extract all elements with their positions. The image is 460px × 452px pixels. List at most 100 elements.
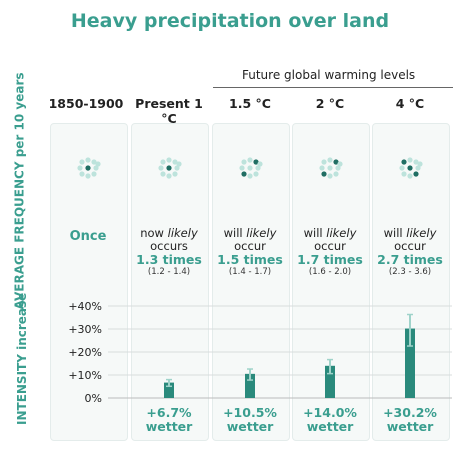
column-header-2: 2 °C — [315, 96, 345, 111]
event-dot-highlight — [241, 171, 247, 177]
wetter-value: +30.2% — [383, 405, 437, 420]
wetter-1-5: +10.5% wetter — [210, 406, 290, 434]
event-dot-highlight — [333, 159, 339, 165]
event-dot — [247, 157, 253, 163]
frequency-line2: occur — [314, 239, 346, 253]
event-dot — [79, 171, 85, 177]
wetter-value: +14.0% — [303, 405, 357, 420]
frequency-range: (1.6 - 2.0) — [308, 267, 352, 277]
wetter-word: wetter — [226, 419, 274, 434]
event-dot — [85, 173, 91, 179]
event-dot — [160, 159, 166, 165]
column-header-present: Present 1 °C — [135, 96, 203, 126]
frequency-value: 1.3 times — [136, 252, 202, 267]
frequency-line1: will likely — [303, 226, 357, 240]
event-dot — [239, 165, 245, 171]
wetter-2: +14.0% wetter — [290, 406, 370, 434]
event-dot — [257, 161, 263, 167]
event-dot-highlight — [413, 171, 419, 177]
event-dot — [407, 157, 413, 163]
event-dot — [327, 157, 333, 163]
frequency-line1: will likely — [223, 226, 277, 240]
y-tick-label: +20% — [68, 346, 102, 359]
event-dot — [247, 173, 253, 179]
column-header-4: 4 °C — [395, 96, 425, 111]
bar — [405, 328, 415, 398]
frequency-range: (2.3 - 3.6) — [388, 267, 432, 277]
y-tick-label: +40% — [68, 300, 102, 313]
future-levels-label: Future global warming levels — [242, 68, 416, 82]
event-dot-highlight — [321, 171, 327, 177]
event-dot — [91, 171, 97, 177]
event-dot — [160, 171, 166, 177]
wetter-word: wetter — [306, 419, 354, 434]
column-header-1-5: 1.5 °C — [229, 96, 271, 111]
event-dot-highlight — [166, 165, 172, 171]
event-dot — [166, 173, 172, 179]
bar — [164, 382, 174, 398]
frequency-4: will likely occur 2.7 times (2.3 - 3.6) — [370, 227, 450, 279]
frequency-line2: occur — [394, 239, 426, 253]
event-dot-highlight — [401, 159, 407, 165]
bar — [325, 365, 335, 398]
frequency-value: 1.7 times — [297, 252, 363, 267]
frequency-value: 2.7 times — [377, 252, 443, 267]
event-dot-highlight — [85, 165, 91, 171]
frequency-2: will likely occur 1.7 times (1.6 - 2.0) — [290, 227, 370, 279]
event-dot — [333, 171, 339, 177]
column-header-baseline: 1850-1900 — [48, 96, 124, 111]
frequency-value: 1.5 times — [217, 252, 283, 267]
event-dot — [176, 161, 182, 167]
event-dot — [166, 157, 172, 163]
event-dot — [91, 159, 97, 165]
frequency-line1: will likely — [383, 226, 437, 240]
event-dot — [174, 165, 180, 171]
frequency-1-5: will likely occur 1.5 times (1.4 - 1.7) — [210, 227, 290, 279]
frequency-line2: occurs — [150, 239, 188, 253]
event-dot — [327, 165, 333, 171]
wetter-value: +10.5% — [223, 405, 277, 420]
frequency-once: Once — [69, 229, 107, 244]
event-dot-highlight — [407, 165, 413, 171]
future-levels-divider — [213, 87, 453, 88]
event-dot — [319, 165, 325, 171]
event-dot — [417, 161, 423, 167]
event-dot — [93, 165, 99, 171]
frequency-range: (1.2 - 1.4) — [147, 267, 191, 277]
wetter-present: +6.7% wetter — [129, 406, 209, 434]
event-dot — [158, 165, 164, 171]
wetter-value: +6.7% — [146, 405, 192, 420]
wetter-word: wetter — [386, 419, 434, 434]
event-dot — [253, 171, 259, 177]
y-tick-label: +30% — [68, 323, 102, 336]
frequency-range: (1.4 - 1.7) — [228, 267, 272, 277]
event-dot — [415, 165, 421, 171]
event-dot — [407, 173, 413, 179]
event-dot — [321, 159, 327, 165]
event-dot — [247, 165, 253, 171]
event-dot — [413, 159, 419, 165]
event-dot — [77, 165, 83, 171]
frequency-line2: occur — [234, 239, 266, 253]
event-dot — [399, 165, 405, 171]
event-dot — [79, 159, 85, 165]
y-tick-label: +10% — [68, 369, 102, 382]
y-tick-label: 0% — [84, 392, 102, 405]
wetter-4: +30.2% wetter — [370, 406, 450, 434]
event-dot — [337, 161, 343, 167]
event-dot — [335, 165, 341, 171]
wetter-word: wetter — [145, 419, 193, 434]
event-dot — [172, 159, 178, 165]
chart-title: Heavy precipitation over land — [70, 10, 390, 32]
event-dot — [401, 171, 407, 177]
frequency-line1: now likely — [140, 226, 198, 240]
event-dot — [255, 165, 261, 171]
event-dot-highlight — [253, 159, 259, 165]
event-dot — [241, 159, 247, 165]
event-dot — [327, 173, 333, 179]
frequency-present: now likely occurs 1.3 times (1.2 - 1.4) — [129, 227, 209, 279]
frequency-baseline: Once — [48, 230, 128, 243]
event-dot — [95, 161, 101, 167]
event-dot — [85, 157, 91, 163]
